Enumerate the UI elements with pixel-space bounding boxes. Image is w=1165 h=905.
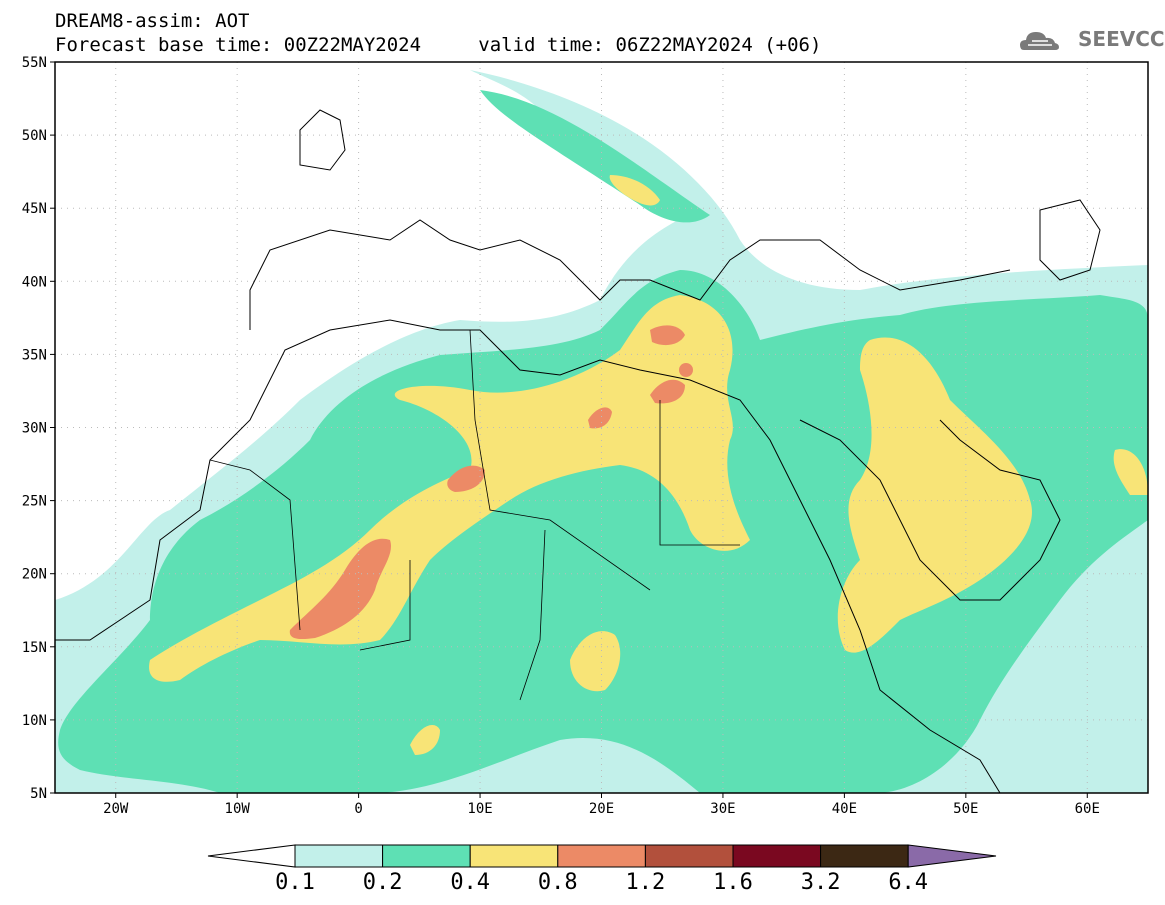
colorbar-label: 0.8	[537, 870, 578, 895]
lon-label: 30E	[710, 801, 735, 817]
colorbar-swatch	[644, 844, 734, 868]
colorbar-label: 3.2	[800, 870, 841, 895]
uk-coast	[299, 109, 346, 171]
base-time: Forecast base time: 00Z22MAY2024	[55, 34, 422, 56]
coastlines	[55, 109, 1101, 794]
lat-label: 20N	[22, 567, 47, 583]
lat-label: 30N	[22, 421, 47, 437]
lon-label: 20W	[103, 801, 129, 817]
border-3	[659, 400, 740, 546]
lon-label: 10W	[225, 801, 251, 817]
graticule	[55, 62, 1148, 793]
aot-contour-0-4-iran	[1113, 449, 1148, 495]
longitude-labels: 20W 10W 0 10E 20E 30E 40E 50E 60E	[103, 793, 1100, 817]
aot-contour-0-1b	[55, 620, 90, 720]
colorbar-label: 1.6	[713, 870, 753, 895]
colorbar	[207, 844, 997, 868]
lon-label: 50E	[953, 801, 978, 817]
arabia-coast	[799, 419, 1061, 601]
colorbar-label: 0.2	[362, 870, 403, 895]
aot-contour-0-4-arabia	[837, 337, 1032, 653]
lon-label: 60E	[1075, 801, 1100, 817]
colorbar-label: 6.4	[888, 870, 929, 895]
lat-label: 45N	[22, 201, 47, 217]
africa-coast	[55, 319, 1001, 794]
lat-label: 35N	[22, 347, 47, 363]
colorbar-label: 0.1	[275, 870, 315, 895]
lat-label: 40N	[22, 274, 47, 290]
map-title: DREAM8-assim: AOT	[55, 10, 250, 32]
colorbar-swatch	[382, 844, 471, 868]
border-5	[519, 529, 546, 701]
time-info: Forecast base time: 00Z22MAY2024 valid t…	[55, 34, 821, 56]
colorbar-swatch	[557, 844, 646, 868]
aot-contour-0-8-egypt	[650, 379, 685, 404]
lat-label: 10N	[22, 713, 47, 729]
borders	[209, 329, 740, 701]
aot-contour-0-4-chad	[570, 631, 621, 692]
seevccc-logo: SEEVCCC	[1078, 27, 1165, 51]
lon-label: 10E	[467, 801, 492, 817]
colorbar-swatch	[820, 844, 909, 868]
caspian-coast	[1039, 199, 1101, 281]
aot-contour-0-8-sahel	[289, 538, 392, 640]
colorbar-swatch	[469, 844, 559, 868]
colorbar-over-arrow	[907, 844, 997, 868]
border-1	[209, 459, 301, 631]
europe-coast	[249, 219, 1011, 330]
aot-contour-0-4-nigeria	[410, 725, 440, 755]
colorbar-swatch	[294, 844, 384, 868]
lat-label: 15N	[22, 640, 47, 656]
lon-label: 20E	[589, 801, 614, 817]
aot-contour-0-8-algeria	[447, 465, 485, 492]
aot-contour-0-8-crete	[650, 325, 685, 346]
colorbar-label: 1.2	[625, 870, 666, 895]
valid-time: valid time: 06Z22MAY2024 (+06)	[478, 34, 822, 56]
colorbar-under-arrow	[207, 844, 296, 868]
aot-contour-0-2-europe	[480, 90, 710, 223]
aot-field	[55, 70, 1148, 793]
border-4	[359, 560, 411, 651]
border-2	[469, 329, 651, 591]
lat-label: 25N	[22, 494, 47, 510]
aot-contour-0-8-libya	[588, 407, 612, 429]
lat-label: 50N	[22, 128, 47, 144]
lon-label: 0	[354, 801, 362, 817]
colorbar-label: 0.4	[450, 870, 491, 895]
aot-contour-0-8-spot	[679, 363, 693, 377]
latitude-labels: 55N 50N 45N 40N 35N 30N 25N 20N 15N 10N 5N	[22, 55, 55, 802]
aot-contour-0-4-hungary	[609, 175, 660, 206]
lon-label: 40E	[832, 801, 857, 817]
lat-label: 55N	[22, 55, 47, 71]
cloud-icon	[1020, 32, 1059, 50]
lat-label: 5N	[30, 786, 47, 802]
colorbar-swatch	[732, 844, 822, 868]
